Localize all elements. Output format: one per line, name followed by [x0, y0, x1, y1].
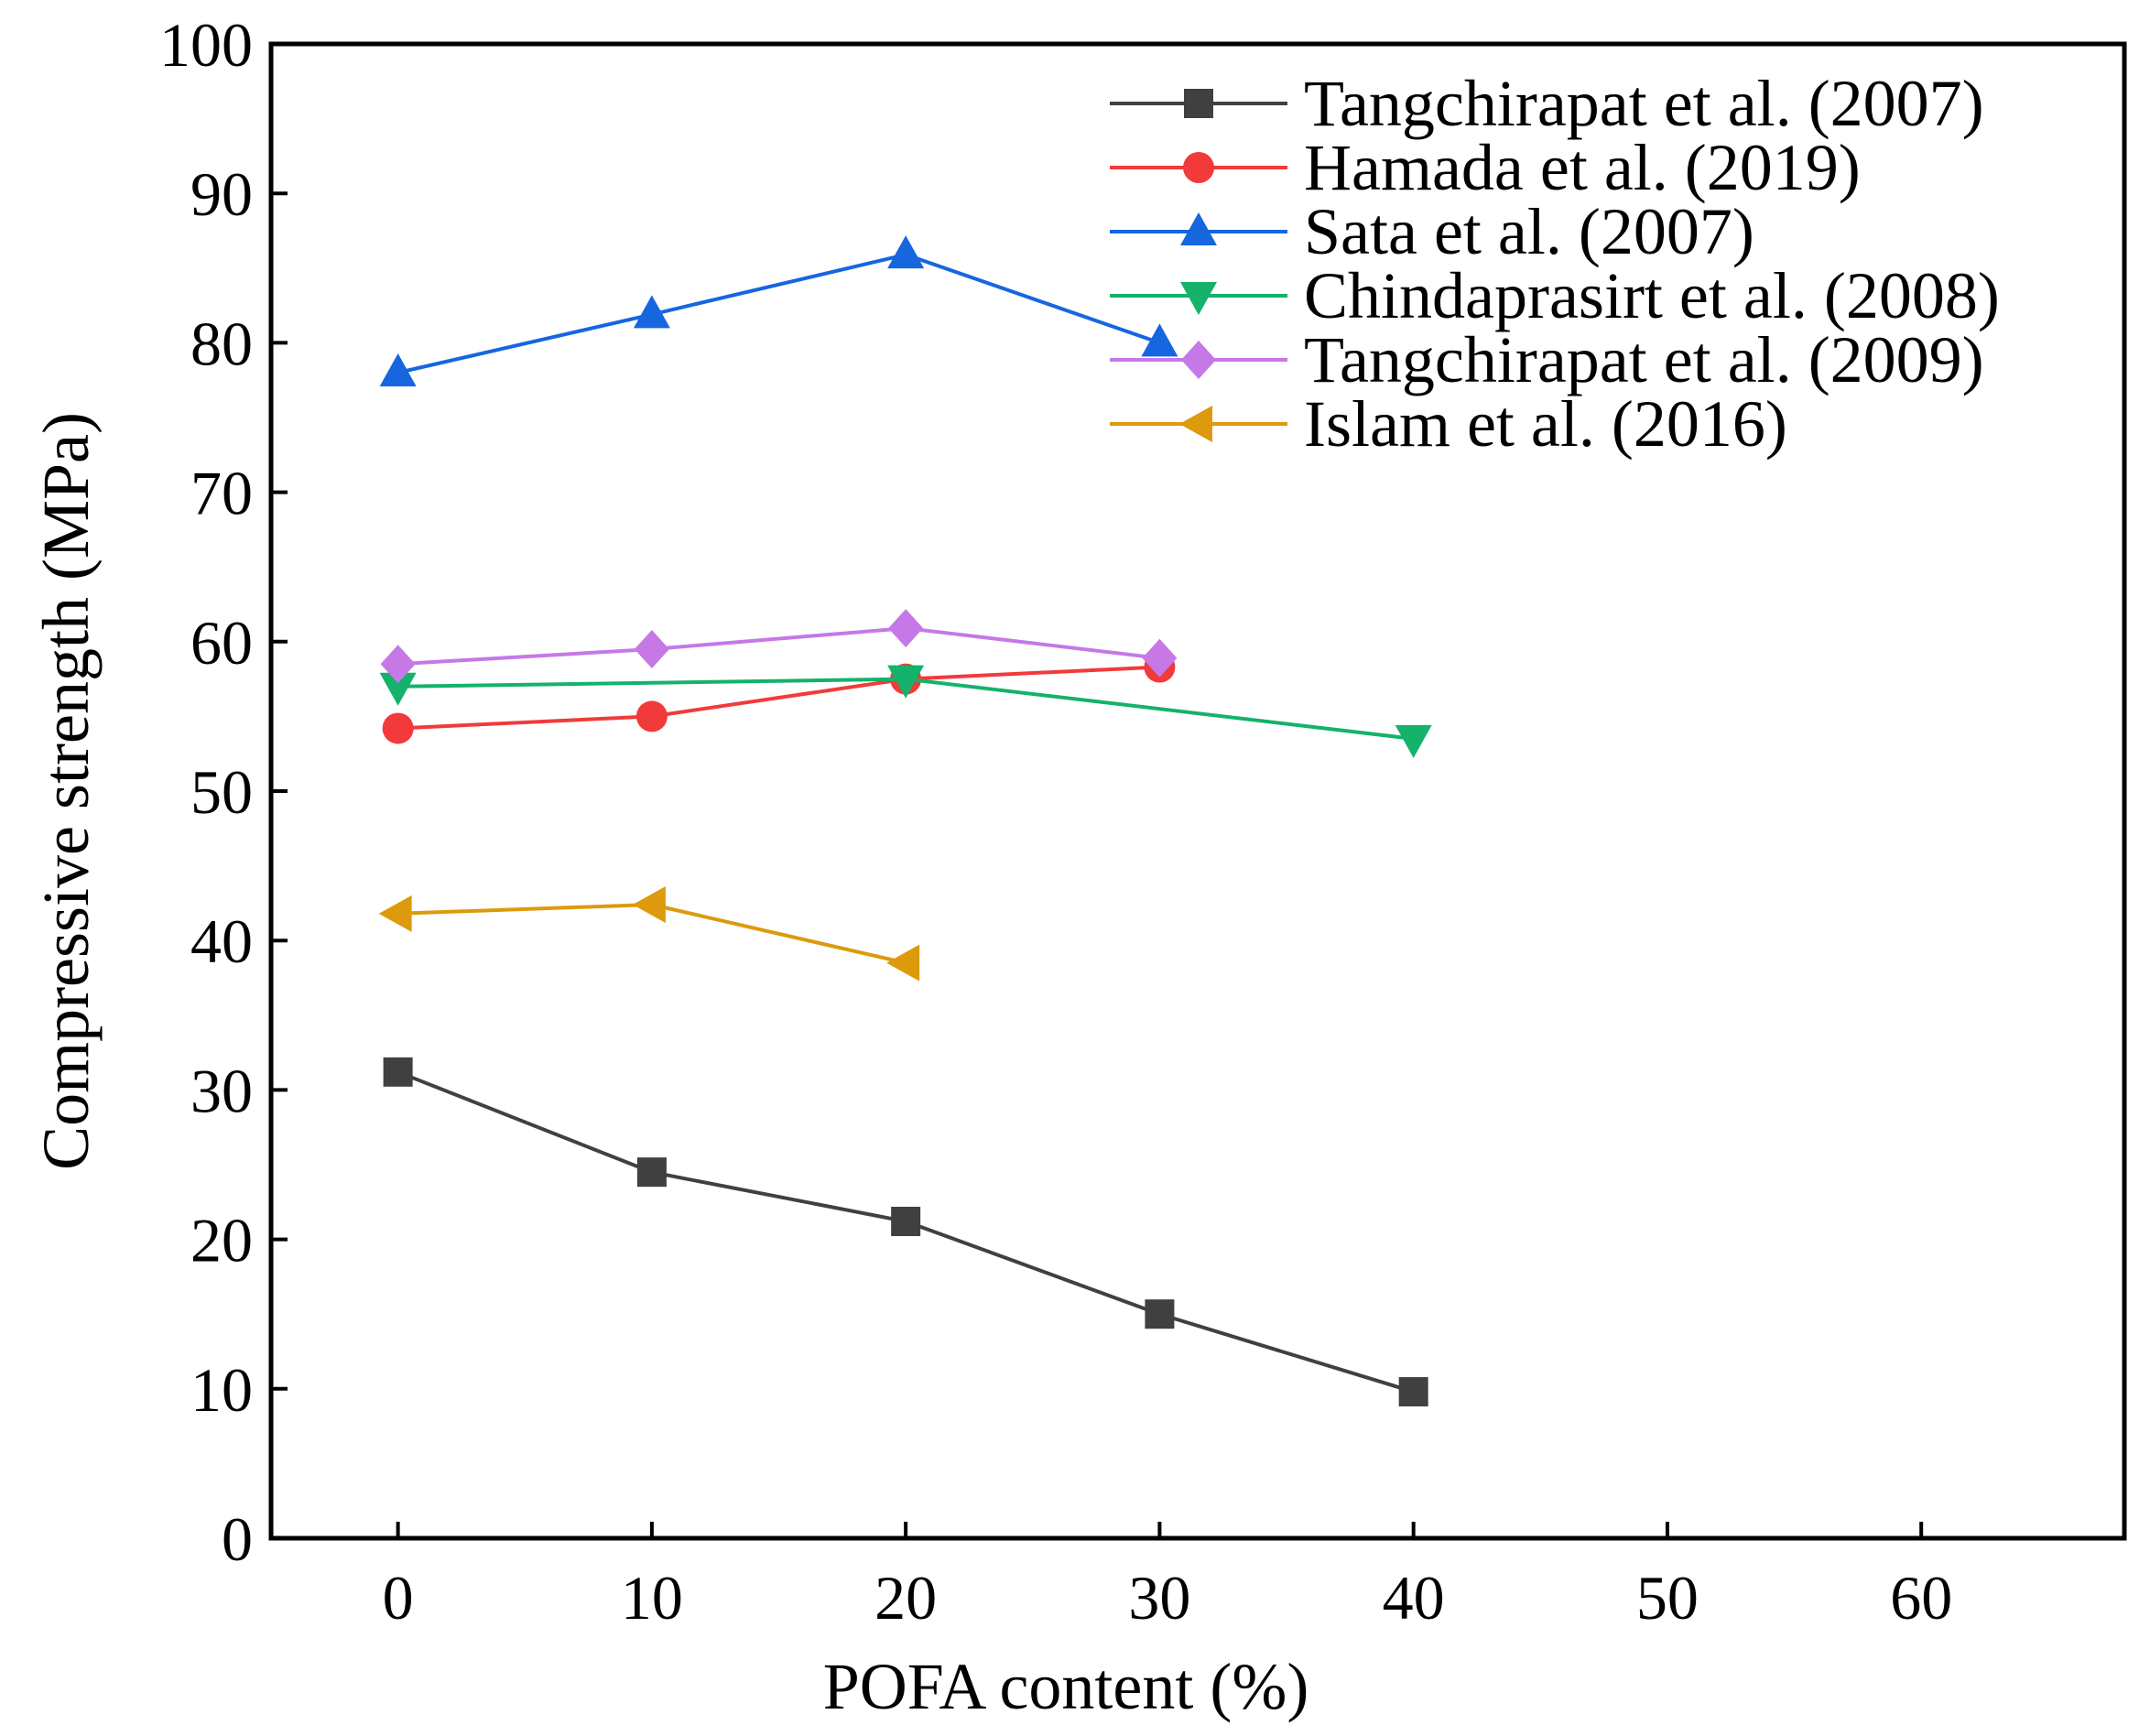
data-point [1398, 1377, 1428, 1407]
data-point [1395, 724, 1432, 758]
legend-label: Hamada et al. (2019) [1304, 131, 1861, 204]
legend-label: Sata et al. (2007) [1304, 195, 1754, 268]
legend-label: Tangchirapat et al. (2007) [1304, 67, 1984, 140]
legend-marker [1184, 89, 1213, 118]
data-point [1142, 638, 1178, 678]
data-point [380, 645, 416, 684]
legend-item: Hamada et al. (2019) [1110, 131, 1861, 204]
y-tick-label: 100 [159, 10, 253, 80]
legend-marker [1180, 282, 1217, 315]
x-tick-label: 60 [1890, 1563, 1952, 1633]
legend-label: Tangchirapat et al. (2009) [1304, 323, 1984, 396]
data-point [887, 235, 925, 269]
legend-item: Tangchirapat et al. (2007) [1110, 67, 1984, 140]
y-tick-label: 50 [190, 757, 253, 827]
data-point [634, 629, 669, 668]
legend-marker [1179, 406, 1212, 442]
data-point [1141, 323, 1178, 357]
x-tick-label: 0 [383, 1563, 414, 1633]
legend-marker [1180, 212, 1217, 245]
legend-label: Chindaprasirt et al. (2008) [1304, 259, 2000, 332]
x-tick-label: 50 [1636, 1563, 1699, 1633]
data-point [888, 609, 924, 648]
series-line [397, 665, 1160, 731]
legend-item: Sata et al. (2007) [1110, 195, 1754, 268]
data-point [379, 672, 417, 706]
data-point [636, 1157, 667, 1188]
data-point [887, 665, 925, 699]
y-tick-label: 80 [190, 309, 253, 378]
series-4 [379, 665, 1432, 758]
axes-layer: 0 10 20 30 40 50 60 0 10 20 30 40 50 60 70 80 90 100 [159, 10, 1952, 1633]
data-point [382, 712, 414, 744]
series-1 [383, 1057, 1428, 1407]
legend-item: Chindaprasirt et al. (2008) [1110, 259, 2000, 332]
x-tick-label: 20 [874, 1563, 937, 1633]
y-tick-label: 40 [190, 906, 253, 976]
y-tick-label: 20 [190, 1206, 253, 1275]
y-tick-label: 70 [190, 459, 253, 528]
series-line [397, 626, 1160, 667]
y-tick-label: 90 [190, 159, 253, 229]
y-tick-label: 0 [222, 1504, 253, 1574]
series-3 [379, 235, 1178, 387]
data-point [383, 1057, 413, 1087]
data-point [632, 886, 666, 924]
legend-label: Islam et al. (2016) [1304, 387, 1787, 461]
data-point [378, 895, 412, 932]
data-point [886, 944, 920, 982]
x-tick-label: 10 [621, 1563, 683, 1633]
x-tick-label: 30 [1128, 1563, 1190, 1633]
legend-item: Tangchirapat et al. (2009) [1110, 323, 1984, 396]
legend: Tangchirapat et al. (2007)Hamada et al. … [1110, 67, 2000, 461]
series-5 [380, 609, 1178, 684]
x-axis-title: POFA content (%) [823, 1650, 1309, 1723]
data-point [635, 700, 668, 732]
y-tick-label: 30 [190, 1056, 253, 1125]
y-tick-label: 10 [190, 1355, 253, 1425]
data-point [379, 353, 417, 387]
legend-marker [1181, 341, 1216, 379]
series-6 [378, 886, 920, 982]
series-layer [378, 235, 1432, 1407]
legend-marker [1183, 152, 1214, 183]
y-axis-title: Compressive strength (MPa) [29, 412, 103, 1170]
data-point [633, 295, 670, 329]
legend-item: Islam et al. (2016) [1110, 387, 1787, 461]
data-point [891, 1207, 921, 1237]
series-line [397, 253, 1161, 374]
data-point [1145, 1299, 1175, 1329]
y-tick-label: 60 [190, 608, 253, 678]
x-tick-label: 40 [1383, 1563, 1445, 1633]
